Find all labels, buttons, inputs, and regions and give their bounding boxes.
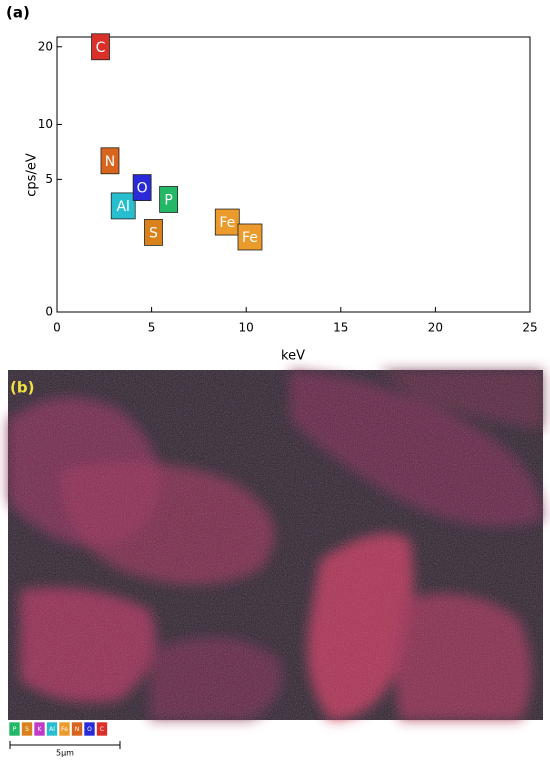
legend-swatch bbox=[96, 721, 108, 737]
element-label: N bbox=[105, 154, 115, 170]
x-tick-label: 0 bbox=[53, 321, 61, 335]
y-tick-label: 20 bbox=[38, 39, 53, 53]
y-tick-label: 5 bbox=[45, 172, 53, 186]
x-tick-label: 5 bbox=[148, 321, 156, 335]
y-tick-label: 0 bbox=[45, 305, 53, 319]
x-axis-label: keV bbox=[281, 349, 305, 364]
legend-label: N bbox=[75, 726, 80, 733]
element-label-box bbox=[110, 192, 136, 220]
element-map bbox=[8, 370, 543, 720]
element-label: C bbox=[96, 40, 106, 56]
legend-label: P bbox=[13, 726, 17, 733]
element-label-box bbox=[237, 223, 263, 251]
legend-label: O bbox=[87, 726, 92, 733]
element-label-box bbox=[91, 33, 110, 61]
scale-bar-label: 5μm bbox=[56, 749, 74, 758]
element-label-box bbox=[144, 219, 163, 246]
element-label-box bbox=[214, 208, 240, 236]
panel-label: (a) bbox=[6, 4, 30, 22]
element-label: O bbox=[137, 181, 148, 197]
legend-label: Fe bbox=[61, 726, 68, 733]
x-tick-label: 20 bbox=[428, 321, 443, 335]
legend-swatch bbox=[83, 721, 96, 737]
y-tick-label: 10 bbox=[38, 117, 53, 131]
element-label: Fe bbox=[219, 215, 235, 231]
element-label-box bbox=[159, 186, 179, 213]
legend-label: S bbox=[25, 726, 29, 733]
legend-swatch bbox=[71, 721, 83, 737]
legend-swatch bbox=[21, 721, 33, 737]
legend-swatch bbox=[33, 721, 46, 737]
x-tick-label: 15 bbox=[333, 321, 348, 335]
x-tick-label: 10 bbox=[239, 321, 254, 335]
element-label-box bbox=[132, 174, 152, 201]
element-label: Fe bbox=[242, 230, 258, 246]
legend-swatch bbox=[8, 721, 21, 737]
element-label: S bbox=[149, 225, 158, 241]
x-tick-label: 25 bbox=[522, 321, 537, 335]
element-label: P bbox=[164, 192, 172, 208]
element-label: Al bbox=[116, 199, 129, 215]
legend-swatch bbox=[46, 721, 58, 737]
plot-frame bbox=[56, 36, 531, 313]
panel-label: (b) bbox=[10, 379, 34, 397]
map-noise bbox=[8, 370, 543, 720]
legend-label: K bbox=[38, 726, 43, 733]
element-label-box bbox=[100, 147, 120, 175]
legend-swatch bbox=[58, 721, 71, 737]
y-axis-label: cps/eV bbox=[25, 153, 40, 197]
legend-label: C bbox=[100, 726, 104, 733]
legend-label: Al bbox=[49, 726, 55, 733]
